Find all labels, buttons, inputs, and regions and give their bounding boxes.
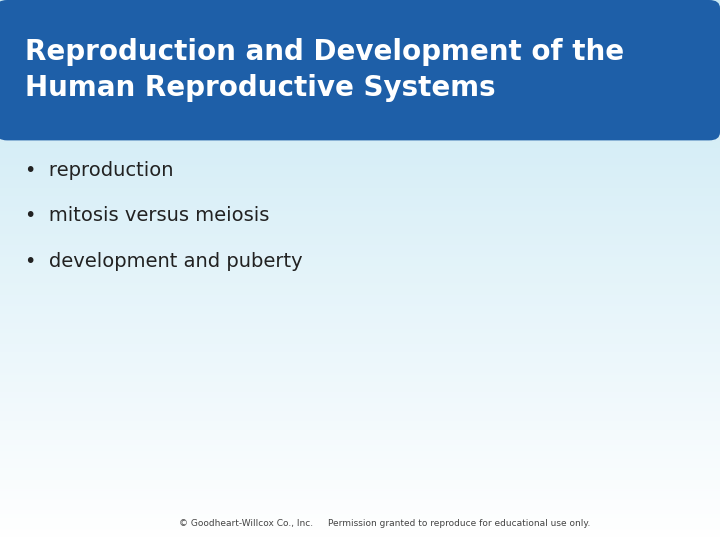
Text: •  mitosis versus meiosis: • mitosis versus meiosis bbox=[25, 206, 269, 226]
FancyBboxPatch shape bbox=[0, 0, 720, 140]
Text: Permission granted to reproduce for educational use only.: Permission granted to reproduce for educ… bbox=[328, 519, 590, 528]
Text: •  reproduction: • reproduction bbox=[25, 160, 174, 180]
Text: © Goodheart-Willcox Co., Inc.: © Goodheart-Willcox Co., Inc. bbox=[179, 519, 313, 528]
Text: •  development and puberty: • development and puberty bbox=[25, 252, 303, 272]
Text: Reproduction and Development of the
Human Reproductive Systems: Reproduction and Development of the Huma… bbox=[25, 38, 624, 102]
